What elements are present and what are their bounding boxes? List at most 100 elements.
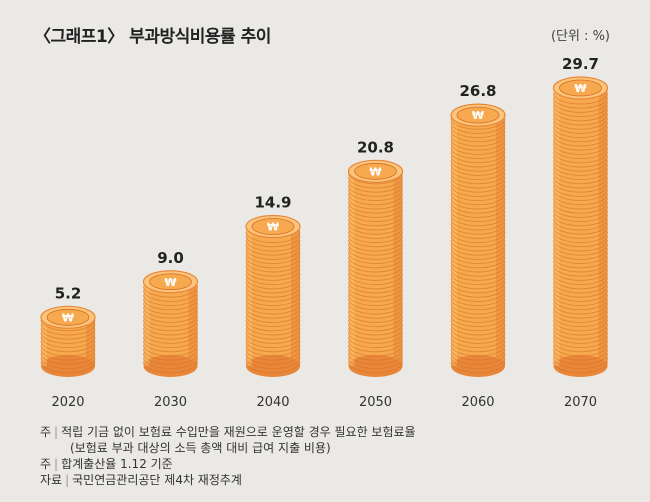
coin-edge-line	[245, 298, 301, 311]
coin-edge-line	[553, 277, 608, 290]
coin-edge-line	[450, 168, 506, 181]
coin-stack-bar: ₩	[347, 159, 404, 377]
coin-edge-line	[553, 176, 608, 189]
coin-edge-line	[553, 118, 608, 130]
coin-stack-bar: ₩	[450, 103, 506, 377]
coin-edge-line	[450, 344, 506, 357]
coin-edge-line	[245, 260, 301, 273]
bar-value-label: 26.8	[459, 82, 496, 100]
coin-edge-line	[245, 252, 301, 265]
coin-edge-line	[348, 332, 403, 344]
coin-edge-line	[553, 97, 608, 109]
coin-edge-line	[553, 113, 608, 126]
coin-edge-line	[450, 122, 506, 134]
coin-edge-line	[553, 349, 608, 361]
coin-edge-line	[348, 227, 403, 239]
coin-stack-shade	[86, 317, 95, 366]
coin-edge-line	[348, 235, 403, 248]
note-separator: |	[65, 473, 70, 487]
coin-edge-line	[553, 265, 608, 277]
coin-edge-line	[553, 105, 608, 118]
coin-edge-line	[348, 273, 403, 286]
coin-edge-line	[348, 176, 403, 189]
unit-label: (단위 : %)	[550, 29, 610, 44]
coin-edge-line	[450, 336, 506, 349]
coin-edge-line	[553, 202, 608, 214]
coin-edge-line	[143, 361, 198, 374]
coin-edge-line	[450, 307, 506, 319]
coin-edge-line	[348, 265, 403, 277]
coin-edge-line	[553, 235, 608, 248]
coin-edge-line	[450, 130, 506, 143]
coin-edge-line	[553, 214, 608, 227]
coin-edge-line	[553, 344, 608, 357]
coin-edge-line	[553, 139, 608, 151]
coin-edge-line	[450, 206, 506, 218]
coin-edge-line	[245, 265, 301, 277]
coin-edge-line	[245, 336, 301, 349]
coin-edge-line	[450, 139, 506, 151]
chart-title: 〈그래프1〉 부과방식비용률 추이	[34, 27, 271, 47]
coin-edge-line	[245, 286, 301, 298]
bar-value-label: 29.7	[562, 55, 599, 73]
coin-edge-line	[553, 239, 608, 252]
coin-edge-line	[553, 126, 608, 139]
coin-edge-line	[245, 311, 301, 323]
coin-edge-line	[348, 252, 403, 265]
coin-edge-line	[245, 281, 301, 294]
coin-edge-line	[450, 361, 506, 374]
coin-edge-line	[553, 315, 608, 328]
coin-stack-shade	[188, 281, 198, 366]
coin-edge-line	[553, 332, 608, 344]
won-sign-icon: ₩	[267, 221, 279, 234]
coin-edge-line	[553, 256, 608, 269]
coin-edge-line	[553, 307, 608, 319]
coin-edge-line	[245, 269, 301, 281]
won-sign-icon: ₩	[164, 276, 176, 289]
coin-edge-line	[553, 323, 608, 336]
coin-edge-line	[553, 223, 608, 235]
note-row: 주 | 적립 기금 없이 보험료 수입만을 재원으로 운영할 경우 필요한 보험료율	[40, 424, 416, 440]
coin-edge-line	[348, 231, 403, 244]
won-sign-icon: ₩	[369, 165, 381, 178]
coin-edge-line	[450, 231, 506, 244]
chart-notes: 주 | 적립 기금 없이 보험료 수입만을 재원으로 운영할 경우 필요한 보험료율…	[40, 424, 416, 488]
coin-edge-line	[348, 277, 403, 290]
coin-edge-line	[348, 189, 403, 202]
coin-edge-line	[348, 172, 403, 185]
coin-edge-line	[348, 248, 403, 260]
coin-edge-line	[450, 202, 506, 214]
coin-edge-line	[553, 340, 608, 353]
coin-edge-line	[553, 294, 608, 307]
coin-edge-line	[450, 235, 506, 248]
coin-edge-line	[348, 214, 403, 227]
coin-edge-line	[348, 361, 403, 374]
coin-edge-line	[348, 206, 403, 218]
coin-edge-line	[348, 290, 403, 302]
coin-edge-line	[553, 164, 608, 176]
coin-edge-line	[553, 269, 608, 281]
coin-edge-line	[450, 143, 506, 155]
coin-edge-line	[450, 298, 506, 311]
coin-edge-line	[40, 323, 96, 336]
coin-stack-shade	[598, 88, 608, 366]
won-coin-icon	[456, 106, 500, 124]
coin-edge-line	[348, 197, 403, 210]
note-text: 합계출산율 1.12 기준	[61, 457, 173, 471]
coin-edge-line	[143, 315, 198, 328]
coin-edge-line	[553, 185, 608, 197]
note-text: 국민연금관리공단 제4차 재정추계	[72, 473, 242, 487]
coin-stack-bar: ₩	[245, 214, 301, 377]
coin-edge-line	[450, 323, 506, 336]
coin-edge-line	[553, 319, 608, 332]
coin-edge-line	[348, 311, 403, 323]
coin-stack-highlight	[143, 281, 150, 366]
coin-edge-line	[348, 244, 403, 256]
x-tick-label: 2040	[256, 395, 289, 410]
coin-edge-line	[348, 336, 403, 349]
coin-edge-line	[245, 323, 301, 336]
coin-edge-line	[553, 130, 608, 143]
coin-edge-line	[553, 252, 608, 265]
coin-edge-line	[450, 214, 506, 227]
coin-edge-line	[245, 315, 301, 328]
